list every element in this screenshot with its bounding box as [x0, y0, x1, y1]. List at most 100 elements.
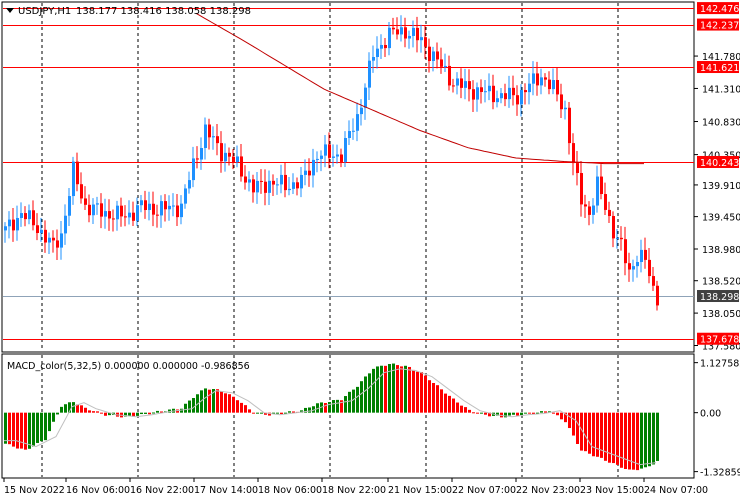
macd-bar — [400, 366, 403, 413]
price-tick-label: 141.310 — [702, 84, 740, 95]
candle-body — [192, 158, 195, 181]
macd-bar — [652, 412, 655, 465]
candle-body — [344, 138, 347, 162]
macd-bar — [204, 388, 207, 413]
macd-bar — [476, 412, 479, 414]
candle-body — [164, 201, 167, 210]
candle-body — [284, 174, 287, 191]
candle-body — [52, 237, 55, 241]
candle-body — [228, 152, 231, 157]
macd-bar — [564, 412, 567, 423]
macd-bar — [572, 412, 575, 436]
macd-bar — [456, 402, 459, 413]
candle-body — [472, 89, 475, 100]
candle-body — [376, 48, 379, 58]
candle-body — [552, 80, 555, 90]
macd-bar — [548, 411, 551, 413]
macd-bar — [348, 391, 351, 413]
macd-bar — [220, 391, 223, 413]
candle-body — [408, 35, 411, 39]
level-price-tag-label: 140.243 — [700, 158, 739, 169]
candle-body — [584, 204, 587, 207]
candle-body — [636, 262, 639, 267]
macd-bar — [644, 412, 647, 468]
macd-bar — [416, 371, 419, 413]
macd-bar — [388, 364, 391, 413]
macd-indicator-title: MACD_color(5,32,5) 0.000000 0.000000 -0.… — [7, 361, 250, 372]
candle-body — [576, 163, 579, 174]
macd-bar — [604, 412, 607, 461]
macd-bar — [200, 390, 203, 413]
candle-body — [220, 143, 223, 162]
candle-body — [128, 212, 131, 218]
candle-body — [328, 144, 331, 158]
candle-body — [96, 203, 99, 205]
macd-bar — [544, 411, 547, 413]
candle-body — [560, 94, 563, 110]
price-pane-border — [1, 1, 695, 353]
macd-bar — [64, 404, 67, 413]
candle-body — [12, 219, 15, 231]
candle-body — [416, 27, 419, 41]
macd-bar — [260, 412, 263, 414]
triangle-down-icon[interactable] — [6, 8, 14, 13]
candle-body — [412, 27, 415, 36]
candle-body — [264, 181, 267, 193]
macd-bar — [72, 402, 75, 413]
macd-bar — [436, 385, 439, 413]
candle-body — [648, 259, 651, 277]
macd-bar — [212, 389, 215, 413]
candle-body — [236, 156, 239, 163]
candle-body — [136, 205, 139, 221]
macd-bar — [428, 380, 431, 413]
time-tick-label: 24 Nov 07:00 — [644, 485, 708, 496]
candle-body — [188, 180, 191, 189]
macd-bar — [636, 412, 639, 471]
candle-body — [68, 196, 71, 216]
candle-body — [372, 57, 375, 61]
candle-body — [4, 226, 7, 231]
candle-body — [336, 154, 339, 157]
candle-body — [356, 114, 359, 131]
candle-body — [392, 27, 395, 30]
macd-bar — [20, 412, 23, 449]
candle-body — [296, 182, 299, 189]
macd-bar — [408, 366, 411, 413]
macd-bar — [124, 412, 127, 417]
macd-bar — [32, 412, 35, 447]
macd-bar — [368, 373, 371, 413]
candle-body — [184, 188, 187, 204]
macd-bar — [284, 412, 287, 414]
candle-body — [124, 216, 127, 218]
macd-bar — [36, 412, 39, 443]
candle-body — [72, 161, 75, 197]
candle-body — [632, 266, 635, 270]
level-price-tag-label: 141.621 — [700, 63, 739, 74]
candle-body — [432, 51, 435, 61]
macd-bar — [40, 412, 43, 442]
candle-body — [288, 188, 291, 191]
macd-bar — [656, 412, 659, 461]
candle-body — [404, 27, 407, 39]
macd-bar — [140, 412, 143, 415]
candle-body — [24, 213, 27, 220]
candle-body — [168, 205, 171, 210]
candle-body — [524, 90, 527, 93]
macd-bar — [100, 412, 103, 414]
macd-bar — [504, 412, 507, 418]
macd-bar — [612, 412, 615, 464]
macd-bar — [104, 412, 107, 416]
candle-body — [8, 219, 11, 227]
candle-body — [556, 80, 559, 95]
time-tick-label: 17 Nov 14:00 — [194, 485, 258, 496]
macd-bar — [96, 411, 99, 413]
candle-body — [528, 83, 531, 93]
candle-body — [540, 77, 543, 86]
macd-histogram — [4, 363, 659, 471]
macd-bar — [160, 411, 163, 413]
price-tick-label: 140.830 — [702, 118, 740, 129]
candle-body — [280, 174, 283, 185]
macd-bar — [496, 412, 499, 416]
